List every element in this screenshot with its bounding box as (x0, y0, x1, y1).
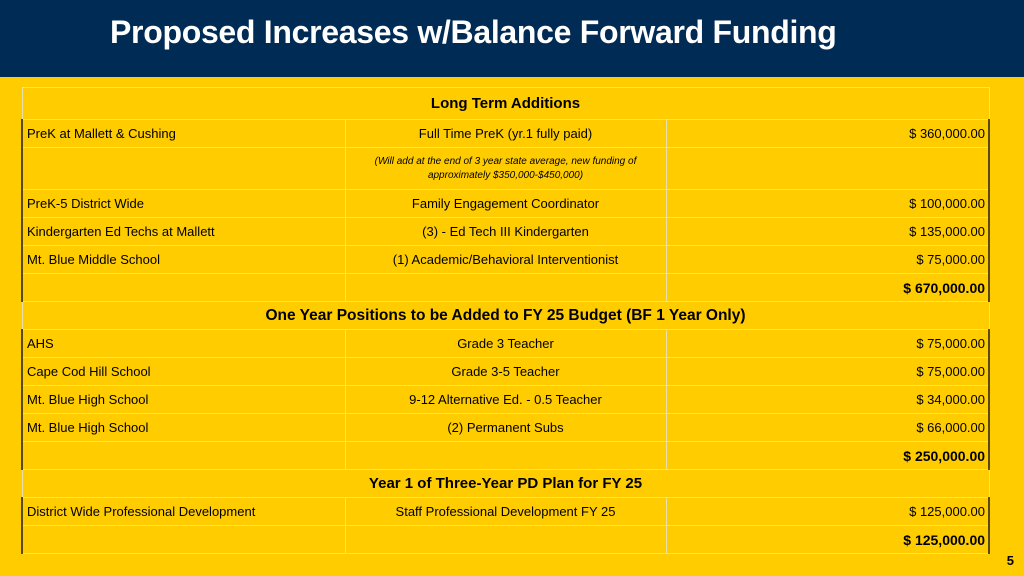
section-header-row: Long Term Additions (21, 87, 990, 120)
empty-cell (21, 525, 346, 554)
funding-table: Long Term Additions PreK at Mallett & Cu… (21, 87, 991, 554)
amount-cell: $ 66,000.00 (665, 413, 991, 442)
amount-cell: $ 75,000.00 (665, 245, 991, 274)
position-cell: (1) Academic/Behavioral Interventionist (344, 245, 667, 274)
table-row: Cape Cod Hill School Grade 3-5 Teacher $… (21, 357, 991, 386)
location-cell: Mt. Blue Middle School (21, 245, 346, 274)
position-cell: Staff Professional Development FY 25 (344, 497, 667, 526)
location-cell (21, 147, 346, 190)
location-cell: Mt. Blue High School (21, 385, 346, 414)
position-cell: (2) Permanent Subs (344, 413, 667, 442)
empty-cell (21, 273, 346, 302)
section-header-long-term: Long Term Additions (21, 87, 990, 120)
amount-cell: $ 125,000.00 (665, 497, 991, 526)
total-row: $ 670,000.00 (21, 273, 991, 302)
amount-cell: $ 75,000.00 (665, 357, 991, 386)
title-bar: Proposed Increases w/Balance Forward Fun… (0, 0, 1024, 77)
amount-cell: $ 100,000.00 (665, 189, 991, 218)
location-cell: District Wide Professional Development (21, 497, 346, 526)
section-total-long-term: $ 670,000.00 (665, 273, 991, 302)
total-row: $ 250,000.00 (21, 441, 991, 470)
location-cell: Kindergarten Ed Techs at Mallett (21, 217, 346, 246)
table-row: Kindergarten Ed Techs at Mallett (3) - E… (21, 217, 991, 246)
table-row: PreK-5 District Wide Family Engagement C… (21, 189, 991, 218)
section-header-pd-plan: Year 1 of Three-Year PD Plan for FY 25 (21, 469, 990, 498)
location-cell: Mt. Blue High School (21, 413, 346, 442)
position-cell: (3) - Ed Tech III Kindergarten (344, 217, 667, 246)
table-row: PreK at Mallett & Cushing Full Time PreK… (21, 119, 991, 148)
amount-cell: $ 135,000.00 (665, 217, 991, 246)
position-cell: Grade 3 Teacher (344, 329, 667, 358)
table-row: Mt. Blue Middle School (1) Academic/Beha… (21, 245, 991, 274)
empty-cell (344, 525, 667, 554)
amount-cell: $ 360,000.00 (665, 119, 991, 148)
total-row: $ 125,000.00 (21, 525, 991, 554)
page-number: 5 (1006, 553, 1014, 568)
section-header-row: One Year Positions to be Added to FY 25 … (21, 301, 990, 330)
amount-cell: $ 75,000.00 (665, 329, 991, 358)
position-cell: Family Engagement Coordinator (344, 189, 667, 218)
position-cell: 9-12 Alternative Ed. - 0.5 Teacher (344, 385, 667, 414)
location-cell: PreK at Mallett & Cushing (21, 119, 346, 148)
section-total-one-year: $ 250,000.00 (665, 441, 991, 470)
empty-cell (21, 441, 346, 470)
table-row: Mt. Blue High School (2) Permanent Subs … (21, 413, 991, 442)
section-header-one-year: One Year Positions to be Added to FY 25 … (21, 301, 990, 330)
section-total-pd-plan: $ 125,000.00 (665, 525, 991, 554)
table-row-note: (Will add at the end of 3 year state ave… (21, 147, 991, 190)
amount-cell (665, 147, 991, 190)
table-row: Mt. Blue High School 9-12 Alternative Ed… (21, 385, 991, 414)
position-cell: Grade 3-5 Teacher (344, 357, 667, 386)
table-row: AHS Grade 3 Teacher $ 75,000.00 (21, 329, 991, 358)
empty-cell (344, 441, 667, 470)
funding-note: (Will add at the end of 3 year state ave… (344, 147, 667, 190)
amount-cell: $ 34,000.00 (665, 385, 991, 414)
position-cell: Full Time PreK (yr.1 fully paid) (344, 119, 667, 148)
table-row: District Wide Professional Development S… (21, 497, 991, 526)
location-cell: Cape Cod Hill School (21, 357, 346, 386)
location-cell: PreK-5 District Wide (21, 189, 346, 218)
slide-title: Proposed Increases w/Balance Forward Fun… (110, 14, 837, 50)
section-header-row: Year 1 of Three-Year PD Plan for FY 25 (21, 469, 990, 498)
empty-cell (344, 273, 667, 302)
location-cell: AHS (21, 329, 346, 358)
